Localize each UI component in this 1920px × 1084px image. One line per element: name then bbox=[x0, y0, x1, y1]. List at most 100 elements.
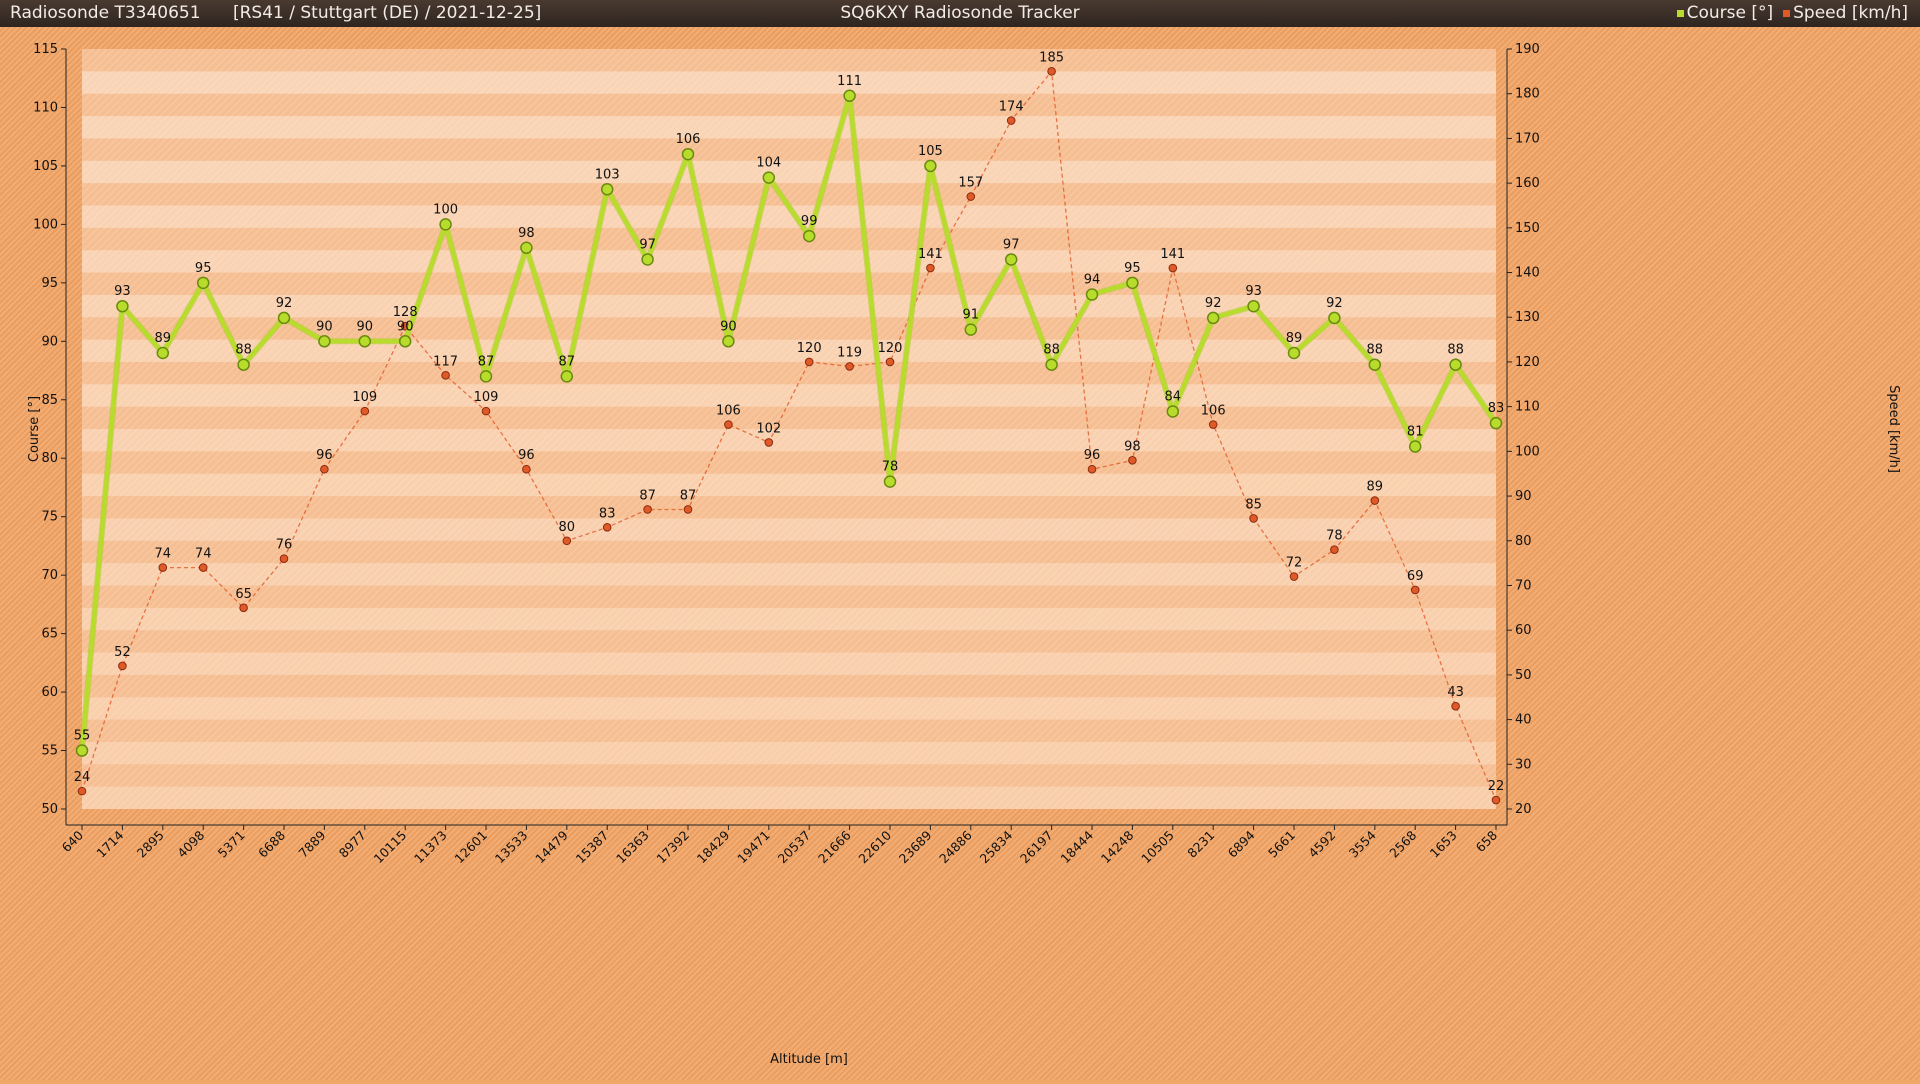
speed-point[interactable] bbox=[1491, 795, 1501, 805]
speed-point[interactable] bbox=[1410, 585, 1420, 595]
speed-point[interactable] bbox=[320, 464, 329, 474]
legend-item-course[interactable]: Course [°] bbox=[1676, 0, 1773, 27]
course-point[interactable] bbox=[237, 358, 250, 371]
course-point[interactable] bbox=[479, 370, 493, 383]
course-point[interactable] bbox=[156, 346, 170, 360]
legend-item-speed[interactable]: Speed [km/h] bbox=[1783, 0, 1908, 27]
course-point[interactable] bbox=[843, 89, 856, 103]
x-tick-label: 1714 bbox=[93, 827, 126, 860]
x-tick-label: 17392 bbox=[653, 828, 692, 867]
speed-point[interactable] bbox=[764, 438, 774, 447]
course-point[interactable] bbox=[1449, 358, 1462, 371]
course-point[interactable] bbox=[1004, 253, 1018, 266]
course-point[interactable] bbox=[1408, 440, 1422, 453]
course-point[interactable] bbox=[439, 218, 452, 231]
speed-point[interactable] bbox=[1451, 701, 1460, 711]
speed-point[interactable] bbox=[77, 786, 87, 796]
speed-swatch-icon bbox=[1783, 10, 1791, 17]
course-point[interactable] bbox=[318, 335, 331, 348]
x-tick-label: 658 bbox=[1473, 827, 1501, 855]
course-point[interactable] bbox=[1368, 358, 1382, 371]
x-tick-label: 7889 bbox=[295, 827, 328, 860]
speed-point[interactable] bbox=[481, 406, 491, 416]
speed-point[interactable] bbox=[1249, 514, 1258, 523]
course-point[interactable] bbox=[116, 299, 129, 313]
course-point[interactable] bbox=[560, 370, 574, 383]
speed-point[interactable] bbox=[845, 362, 854, 371]
course-data-label: 90 bbox=[316, 319, 333, 334]
speed-data-label: 89 bbox=[1367, 480, 1384, 495]
course-point[interactable] bbox=[1126, 276, 1139, 290]
speed-point[interactable] bbox=[602, 523, 612, 532]
course-point[interactable] bbox=[1247, 299, 1260, 313]
speed-point[interactable] bbox=[804, 357, 814, 367]
right-tick-label: 40 bbox=[1515, 713, 1532, 728]
speed-point[interactable] bbox=[966, 192, 976, 201]
course-point[interactable] bbox=[600, 183, 614, 196]
course-point[interactable] bbox=[964, 323, 978, 336]
course-point[interactable] bbox=[196, 276, 210, 290]
speed-point[interactable] bbox=[885, 357, 895, 367]
course-point[interactable] bbox=[358, 335, 372, 348]
course-point[interactable] bbox=[75, 744, 89, 757]
speed-data-label: 120 bbox=[797, 341, 822, 356]
course-data-label: 94 bbox=[1084, 273, 1101, 288]
course-data-label: 88 bbox=[1043, 343, 1060, 358]
speed-point[interactable] bbox=[118, 661, 127, 671]
course-point[interactable] bbox=[1287, 346, 1301, 360]
x-axis-title: Altitude [m] bbox=[770, 1052, 848, 1067]
speed-point[interactable] bbox=[1168, 263, 1178, 273]
course-point[interactable] bbox=[762, 171, 776, 184]
course-point[interactable] bbox=[1489, 416, 1503, 430]
speed-point[interactable] bbox=[239, 603, 248, 613]
course-point[interactable] bbox=[1206, 311, 1220, 325]
speed-point[interactable] bbox=[1128, 455, 1137, 465]
speed-point[interactable] bbox=[158, 563, 168, 572]
course-point[interactable] bbox=[722, 335, 735, 348]
speed-point[interactable] bbox=[441, 371, 450, 380]
course-data-label: 98 bbox=[518, 226, 535, 241]
course-point[interactable] bbox=[520, 241, 533, 255]
x-tick-label: 13533 bbox=[492, 828, 531, 867]
course-point[interactable] bbox=[1328, 311, 1341, 325]
speed-point[interactable] bbox=[1087, 464, 1097, 474]
x-tick-label: 16363 bbox=[613, 828, 652, 867]
speed-point[interactable] bbox=[198, 563, 208, 572]
speed-point[interactable] bbox=[926, 263, 935, 273]
course-point[interactable] bbox=[924, 159, 937, 173]
speed-point[interactable] bbox=[724, 420, 733, 429]
chart-legend: Course [°] Speed [km/h] bbox=[1676, 0, 1908, 27]
speed-point[interactable] bbox=[643, 505, 652, 514]
speed-data-label: 85 bbox=[1245, 497, 1262, 512]
course-point[interactable] bbox=[1045, 358, 1058, 371]
course-point[interactable] bbox=[641, 253, 654, 266]
speed-point[interactable] bbox=[1208, 420, 1218, 429]
speed-data-label: 174 bbox=[999, 100, 1024, 115]
speed-point[interactable] bbox=[1370, 496, 1380, 505]
course-point[interactable] bbox=[802, 229, 816, 243]
course-point[interactable] bbox=[277, 311, 291, 325]
speed-point[interactable] bbox=[562, 536, 572, 546]
speed-point[interactable] bbox=[1006, 116, 1016, 125]
course-point[interactable] bbox=[681, 147, 695, 161]
x-tick-label: 3554 bbox=[1346, 827, 1379, 860]
course-data-label: 93 bbox=[1245, 284, 1262, 299]
course-point[interactable] bbox=[1166, 405, 1180, 418]
course-point[interactable] bbox=[398, 335, 412, 348]
speed-point[interactable] bbox=[279, 554, 289, 563]
speed-point[interactable] bbox=[1047, 67, 1056, 76]
x-tick-label: 4592 bbox=[1305, 828, 1338, 861]
speed-data-label: 22 bbox=[1488, 779, 1505, 794]
speed-point[interactable] bbox=[1289, 572, 1299, 581]
speed-point[interactable] bbox=[522, 464, 531, 474]
course-point[interactable] bbox=[883, 475, 897, 488]
speed-data-label: 74 bbox=[195, 547, 212, 562]
course-data-label: 95 bbox=[1124, 261, 1141, 276]
speed-point[interactable] bbox=[1330, 545, 1339, 555]
course-data-label: 90 bbox=[720, 319, 737, 334]
speed-point[interactable] bbox=[683, 505, 693, 514]
course-data-label: 88 bbox=[235, 343, 252, 358]
speed-point[interactable] bbox=[360, 406, 370, 416]
course-point[interactable] bbox=[1085, 288, 1099, 301]
speed-data-label: 43 bbox=[1447, 685, 1464, 700]
